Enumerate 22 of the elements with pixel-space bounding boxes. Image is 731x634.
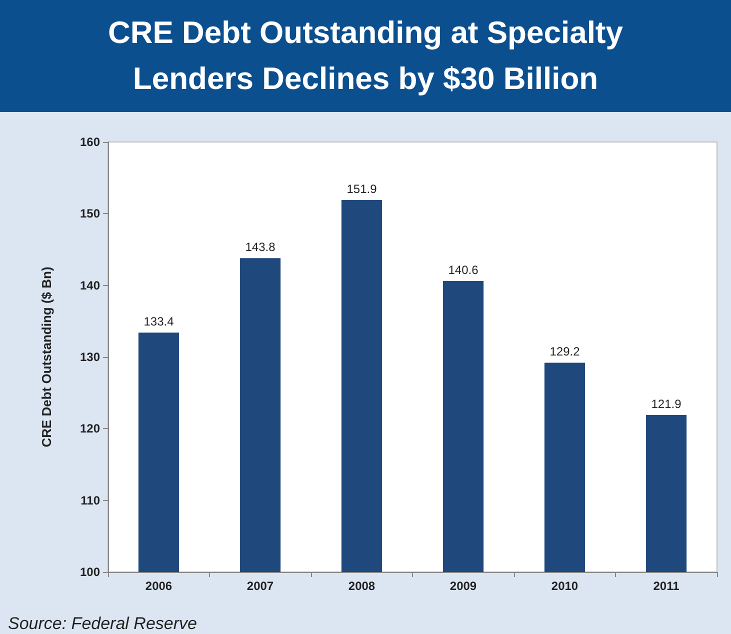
y-tick-label: 150	[80, 206, 100, 221]
x-tick-label: 2010	[551, 579, 578, 593]
y-tick-label: 110	[80, 493, 100, 508]
y-tick-label: 160	[80, 135, 100, 149]
y-tick-label: 120	[80, 422, 100, 436]
data-label: 121.9	[651, 397, 682, 412]
x-tick-label: 2006	[145, 579, 172, 593]
y-tick-label: 140	[80, 278, 100, 292]
x-tick-label: 2007	[246, 579, 274, 593]
data-label: 133.4	[144, 314, 174, 329]
y-tick-label: 130	[80, 350, 100, 364]
data-label: 129.2	[550, 344, 580, 359]
source-note: Source: Federal Reserve	[8, 614, 197, 633]
data-label: 143.8	[245, 240, 276, 254]
y-tick-label: 100	[80, 565, 100, 579]
data-label: 140.6	[448, 263, 479, 278]
data-label: 151.9	[346, 182, 378, 196]
y-axis-title: CRE Debt Outstanding ($ Bn)	[39, 266, 54, 448]
x-tick-label: 2008	[348, 579, 376, 593]
x-tick-label: 2011	[653, 579, 680, 593]
x-tick-label: 2009	[450, 579, 477, 593]
chart-title: CRE Debt Outstanding at Specialty Lenders Declines by $30 Billion	[0, 0, 731, 112]
